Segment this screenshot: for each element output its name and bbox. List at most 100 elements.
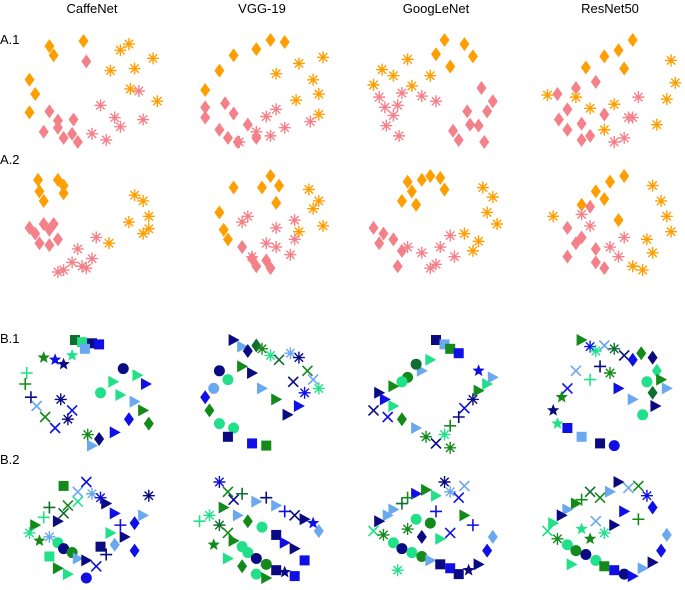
scatter-point [222, 130, 233, 145]
scatter-point [462, 563, 475, 576]
scatter-point [439, 339, 450, 350]
scatter-panel [547, 169, 678, 277]
scatter-point [278, 565, 291, 578]
scatter-point [396, 412, 407, 427]
scatter-point [576, 197, 587, 212]
scatter-point [66, 404, 78, 416]
scatter-point [382, 411, 394, 423]
scatter-point [109, 507, 121, 520]
scatter-point [117, 363, 129, 375]
scatter-point [94, 432, 105, 446]
scatter-point [368, 220, 379, 235]
scatter-point [72, 486, 84, 498]
scatter-point [237, 559, 248, 574]
scatter-point [367, 404, 380, 416]
scatter-point [481, 206, 494, 219]
scatter-point [114, 44, 127, 57]
scatter-point [598, 526, 611, 539]
scatter-point [569, 91, 582, 104]
scatter-point [430, 437, 442, 449]
scatter-point [640, 489, 653, 502]
scatter-point [541, 525, 554, 537]
scatter-point [261, 253, 272, 268]
scatter-point [580, 60, 591, 75]
scatter-point [561, 539, 573, 551]
scatter-point [114, 519, 127, 532]
scatter-point [86, 252, 98, 265]
scatter-point [214, 63, 225, 78]
scatter-point [132, 369, 144, 382]
scatter-point [222, 431, 233, 442]
scatter-point [590, 255, 601, 270]
scatter-point [95, 541, 106, 552]
scatter-point [391, 99, 404, 112]
scatter-point [312, 382, 325, 395]
scatter-point [466, 519, 479, 532]
scatter-point [44, 238, 55, 253]
scatter-point [655, 194, 668, 207]
scatter-point [555, 390, 568, 403]
scatter-point [646, 179, 659, 192]
scatter-point [410, 358, 422, 370]
scatter-point [605, 485, 616, 498]
scatter-point [241, 210, 254, 223]
scatter-point [33, 534, 46, 547]
row-label-a1: A.1 [0, 32, 20, 47]
scatter-point [72, 552, 84, 565]
scatter-point [395, 497, 408, 510]
scatter-point [626, 260, 639, 273]
scatter-point [562, 122, 573, 137]
scatter-point [379, 393, 391, 406]
scatter-panel [541, 33, 682, 148]
scatter-point [547, 210, 560, 223]
scatter-point [48, 48, 59, 63]
scatter-point [260, 237, 273, 250]
scatter-point [430, 95, 442, 108]
scatter-point [401, 523, 414, 536]
scatter-point [33, 172, 44, 187]
scatter-point [487, 371, 499, 384]
scatter-point [401, 491, 414, 504]
scatter-point [448, 123, 459, 138]
scatter-point [647, 385, 658, 400]
scatter-point [69, 335, 80, 345]
scatter-point [424, 517, 436, 529]
scatter-point [213, 365, 225, 377]
scatter-point [453, 348, 464, 359]
scatter-panel [200, 33, 330, 149]
scatter-point [660, 93, 673, 106]
scatter-point [453, 492, 465, 504]
scatter-point [237, 360, 249, 373]
scatter-point [204, 403, 215, 418]
scatter-point [265, 33, 276, 47]
scatter-point [406, 547, 418, 559]
scatter-point [67, 126, 78, 141]
scatter-point [247, 438, 258, 449]
scatter-point [129, 543, 140, 558]
scatter-point [618, 349, 630, 361]
scatter-point [395, 87, 408, 100]
scatter-panel [24, 34, 164, 149]
scatter-point [23, 526, 36, 539]
scatter-point [448, 250, 461, 263]
scatter-point [94, 491, 107, 504]
scatter-point [622, 482, 635, 494]
scatter-point [62, 568, 74, 581]
scatter-point [257, 382, 268, 395]
scatter-point [402, 174, 413, 189]
scatter-point [665, 225, 678, 238]
scatter-panel [23, 476, 155, 584]
scatter-point [575, 208, 588, 221]
scatter-point [445, 563, 456, 574]
scatter-point [222, 552, 234, 565]
scatter-point [575, 522, 588, 535]
scatter-point [312, 108, 325, 121]
scatter-point [304, 115, 317, 128]
scatter-point [261, 572, 273, 585]
scatter-point [605, 174, 615, 189]
scatter-panel [368, 169, 504, 275]
scatter-point [387, 109, 400, 122]
scatter-point [242, 547, 254, 559]
scatter-point [487, 529, 498, 544]
scatter-point [271, 565, 282, 576]
